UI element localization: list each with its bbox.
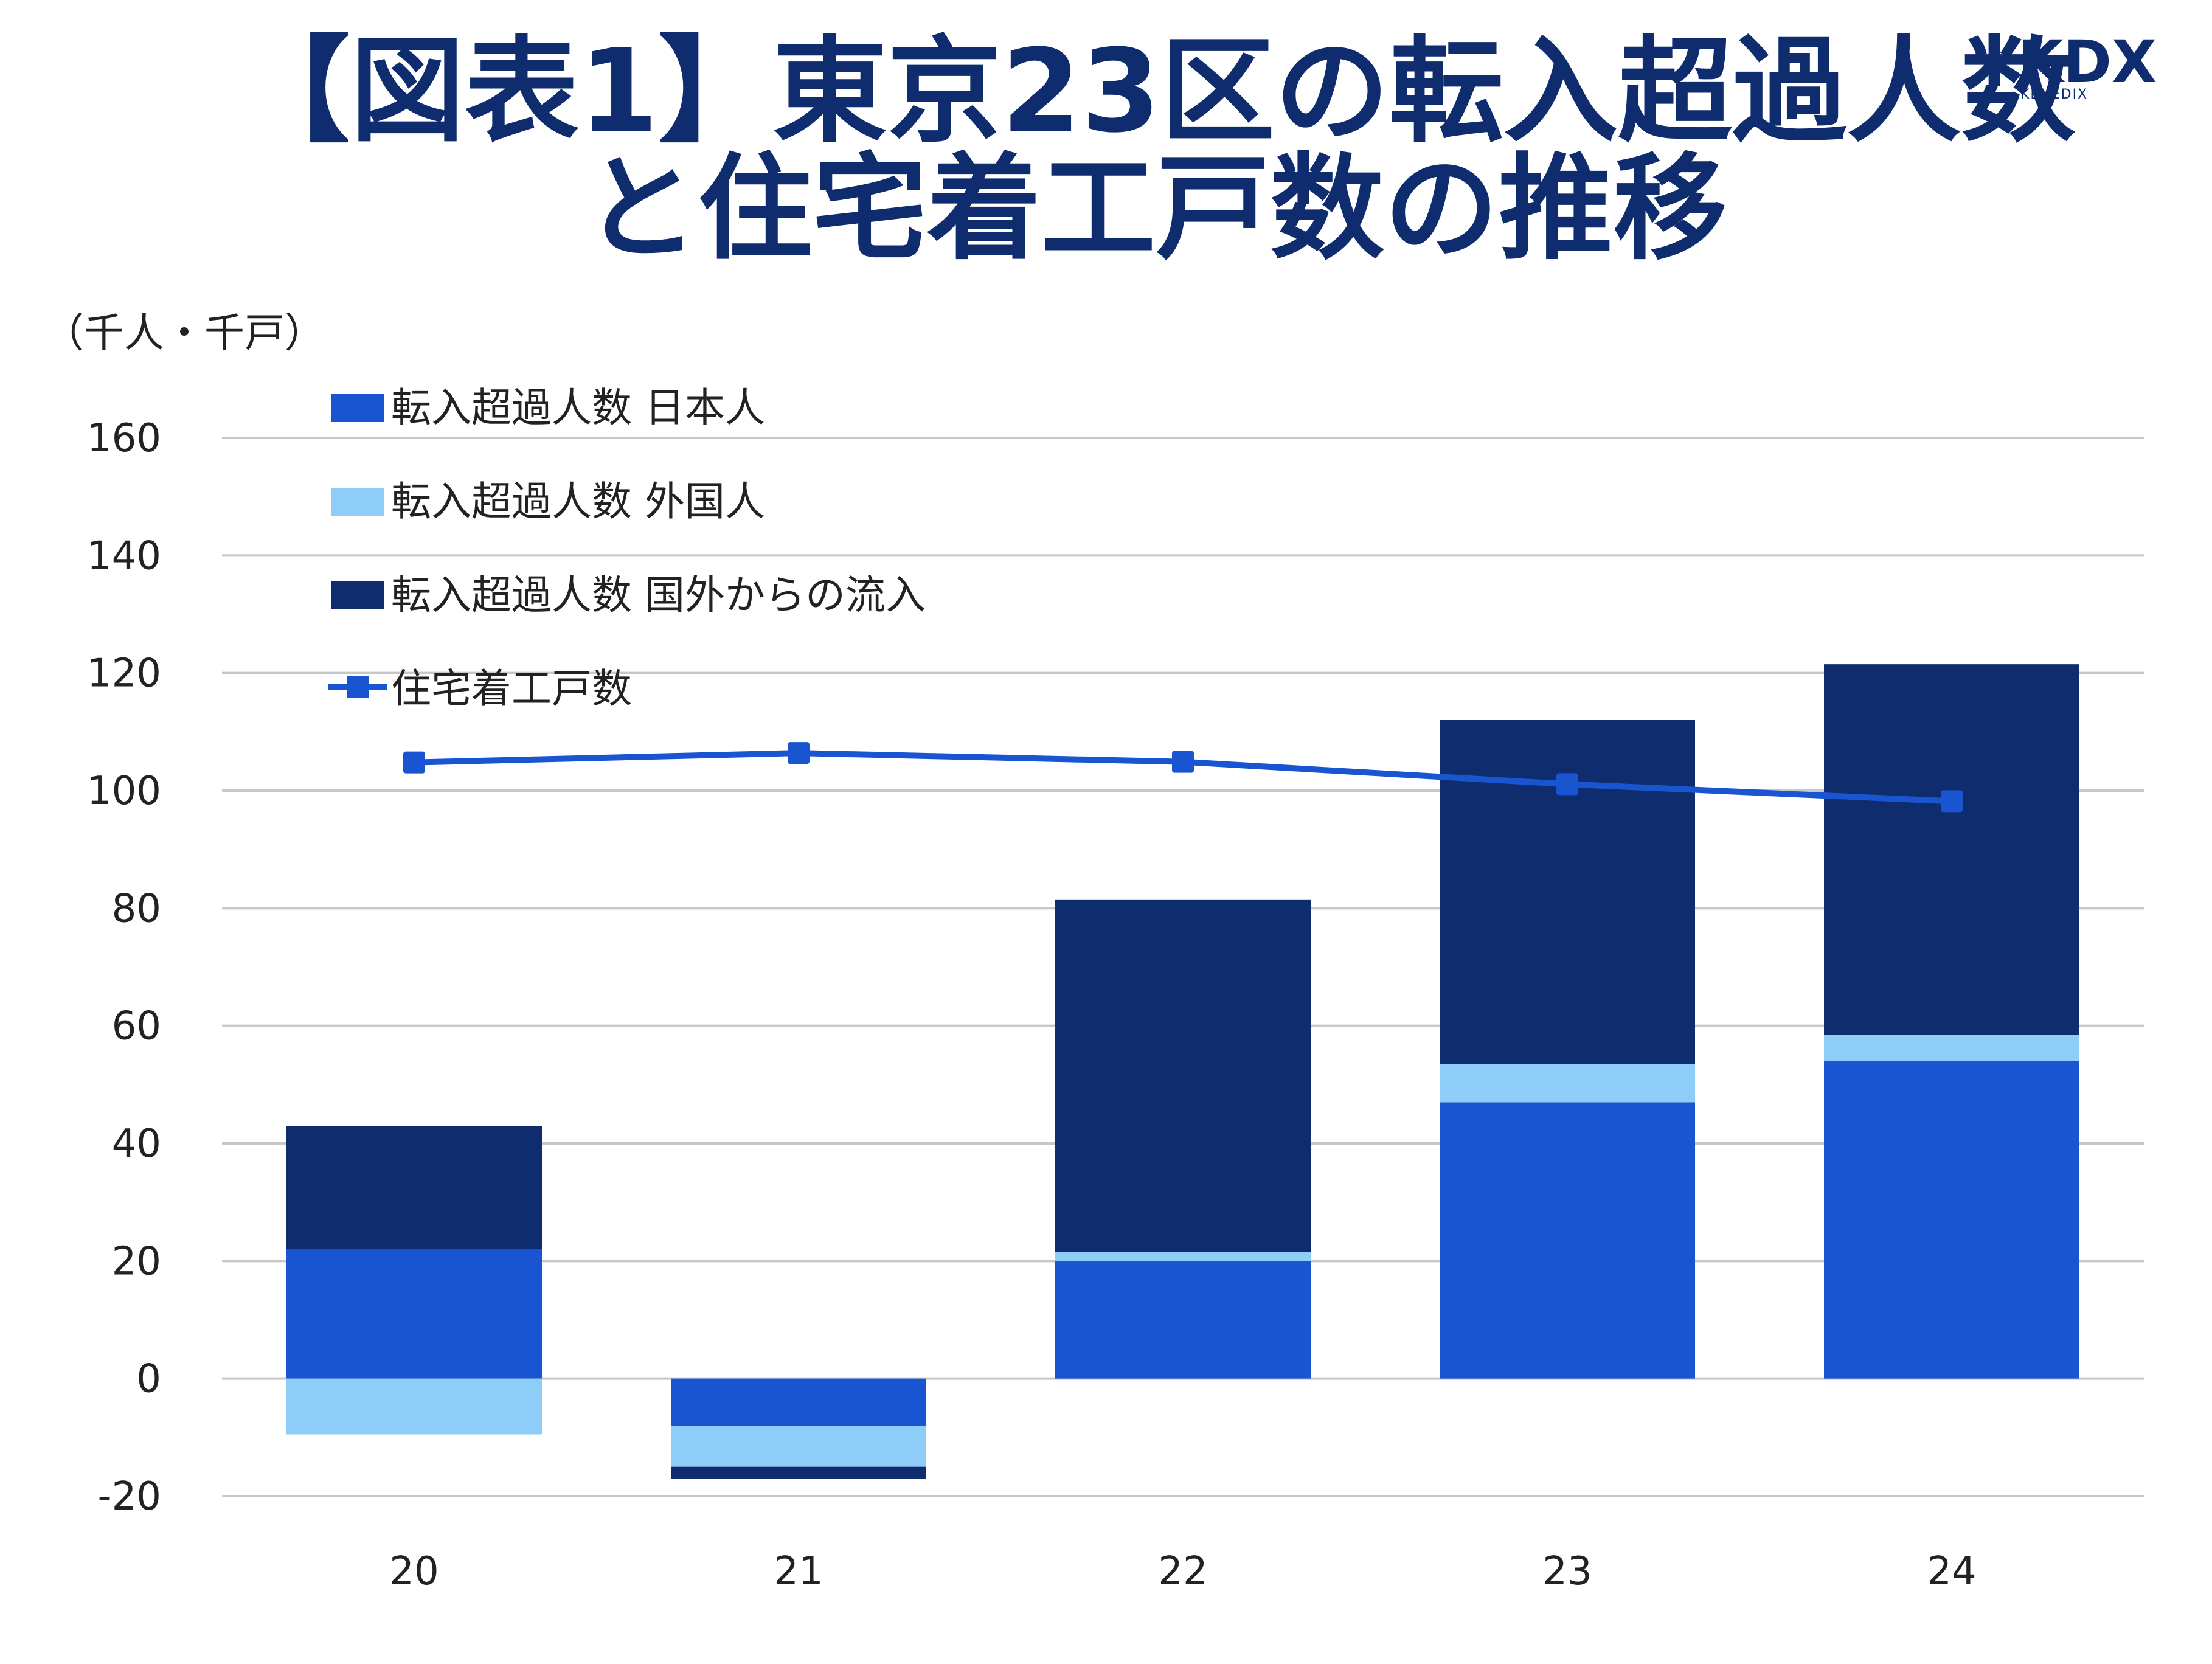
y-tick-label: 120 (87, 651, 161, 696)
bar-japanese-24 (1824, 1061, 2079, 1379)
line-point-housing-24 (1941, 790, 1963, 813)
bar-series (286, 664, 2079, 1479)
bar-japanese-21 (671, 1378, 926, 1426)
line-point-housing-20 (403, 751, 425, 774)
legend-swatch-foreign (331, 488, 384, 516)
legend-label-overseas: 転入超過人数 国外からの流入 (391, 572, 926, 619)
x-tick-label: 21 (774, 1549, 823, 1594)
logo-main-text: KDX (2018, 28, 2157, 96)
y-tick-label: 0 (136, 1357, 161, 1402)
bar-japanese-20 (286, 1249, 542, 1379)
x-tick-label: 20 (389, 1549, 439, 1594)
y-tick-label: -20 (97, 1474, 161, 1519)
line-point-housing-22 (1172, 751, 1194, 773)
y-axis-ticks: -20 0 20 40 60 80 100 120 140 160 (87, 416, 161, 1519)
bar-overseas-23 (1440, 720, 1695, 1064)
legend-label-foreign: 転入超過人数 外国人 (391, 478, 765, 525)
line-point-housing-23 (1556, 773, 1578, 796)
bar-foreign-23 (1440, 1064, 1695, 1103)
bar-foreign-22 (1055, 1252, 1311, 1261)
bar-japanese-23 (1440, 1102, 1695, 1379)
y-tick-label: 100 (87, 769, 161, 814)
x-tick-label: 22 (1158, 1549, 1207, 1594)
bar-foreign-24 (1824, 1035, 2079, 1061)
bar-overseas-20 (286, 1126, 542, 1249)
chart-title-line1: 【図表1】東京23区の転入超過人数 (236, 25, 2075, 158)
legend: 転入超過人数 日本人 転入超過人数 外国人 転入超過人数 国外からの流入 住宅着… (328, 384, 926, 712)
y-tick-label: 40 (112, 1121, 161, 1167)
y-tick-label: 160 (87, 416, 161, 461)
bar-foreign-20 (286, 1378, 542, 1435)
logo-sub-text: KENEDIX (2020, 87, 2088, 102)
line-point-housing-21 (788, 742, 810, 764)
legend-marker-housing (347, 676, 369, 698)
legend-label-japanese: 転入超過人数 日本人 (391, 384, 765, 431)
kdx-logo: KDX KENEDIX (2018, 28, 2157, 102)
y-tick-label: 20 (112, 1239, 161, 1284)
y-tick-label: 80 (112, 886, 161, 931)
legend-swatch-japanese (331, 394, 384, 422)
y-tick-label: 140 (87, 533, 161, 578)
legend-swatch-overseas (331, 581, 384, 609)
bar-foreign-21 (671, 1426, 926, 1467)
unit-label: （千人・千戸） (44, 310, 325, 356)
x-tick-label: 24 (1927, 1549, 1976, 1594)
bar-overseas-21 (671, 1466, 926, 1479)
y-tick-label: 60 (112, 1004, 161, 1049)
line-series (403, 742, 1963, 813)
chart-title-line2: と住宅着工戸数の推移 (584, 142, 1727, 276)
bar-overseas-24 (1824, 664, 2079, 1035)
bar-overseas-22 (1055, 899, 1311, 1252)
x-tick-label: 23 (1542, 1549, 1592, 1594)
bar-japanese-22 (1055, 1261, 1311, 1379)
legend-label-housing: 住宅着工戸数 (391, 665, 632, 712)
x-axis-ticks: 20 21 22 23 24 (389, 1549, 1976, 1594)
